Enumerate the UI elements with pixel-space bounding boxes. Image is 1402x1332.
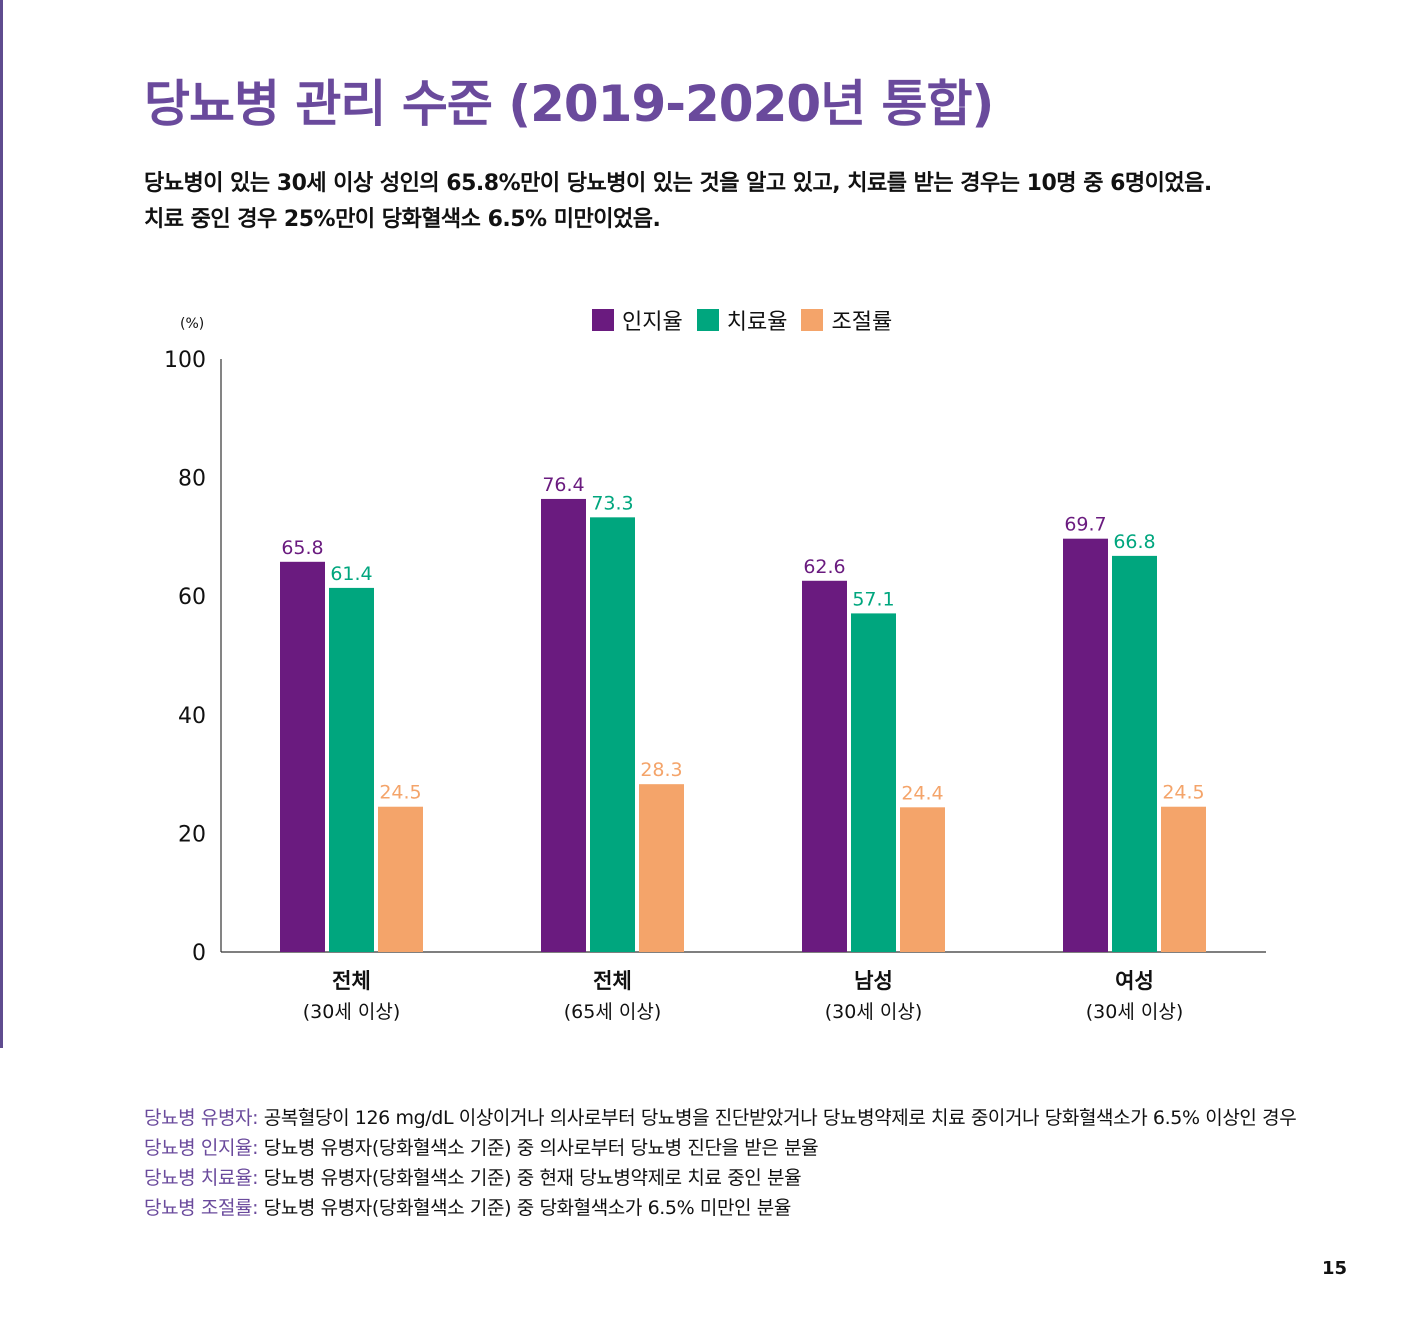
x-category-sublabel: (30세 이상): [1086, 1001, 1183, 1023]
definition-text: 당뇨병 유병자(당화혈색소 기준) 중 당화혈색소가 6.5% 미만인 분율: [258, 1197, 792, 1219]
bar: [1112, 555, 1157, 952]
legend-swatch-treatment: [696, 309, 719, 331]
bar: [280, 561, 325, 952]
definition-control: 당뇨병 조절률: 당뇨병 유병자(당화혈색소 기준) 중 당화혈색소가 6.5%…: [144, 1193, 1296, 1223]
data-label: 69.7: [1064, 514, 1106, 536]
summary-line-1: 당뇨병이 있는 30세 이상 성인의 65.8%만이 당뇨병이 있는 것을 알고…: [144, 171, 1212, 196]
definition-prevalence: 당뇨병 유병자: 공복혈당이 126 mg/dL 이상이거나 의사로부터 당뇨병…: [144, 1103, 1297, 1133]
bar: [541, 498, 586, 952]
legend-swatch-awareness: [592, 309, 614, 331]
x-category-sublabel: (30세 이상): [825, 1001, 922, 1023]
definition-term: 당뇨병 유병자:: [144, 1107, 259, 1129]
definitions: 당뇨병 유병자: 공복혈당이 126 mg/dL 이상이거나 의사로부터 당뇨병…: [144, 1103, 1297, 1223]
data-label: 28.3: [640, 759, 682, 781]
summary-line-2: 치료 중인 경우 25%만이 당화혈색소 6.5% 미만이었음.: [144, 207, 661, 232]
chart-legend: 인지율 치료율 조절률: [592, 304, 892, 336]
definition-term: 당뇨병 조절률:: [144, 1197, 259, 1219]
summary-text: 당뇨병이 있는 30세 이상 성인의 65.8%만이 당뇨병이 있는 것을 알고…: [144, 166, 1212, 238]
left-border-rule: [0, 0, 3, 1048]
definition-term: 당뇨병 인지율:: [144, 1137, 259, 1159]
x-category-sublabel: (30세 이상): [303, 1001, 400, 1023]
bar: [378, 806, 423, 952]
definition-text: 당뇨병 유병자(당화혈색소 기준) 중 의사로부터 당뇨병 진단을 받은 분율: [258, 1137, 819, 1159]
data-label: 62.6: [803, 556, 845, 578]
page-title: 당뇨병 관리 수준 (2019-2020년 통합): [144, 75, 994, 133]
definition-text: 당뇨병 유병자(당화혈색소 기준) 중 현재 당뇨병약제로 치료 중인 분율: [258, 1167, 802, 1189]
definition-awareness: 당뇨병 인지율: 당뇨병 유병자(당화혈색소 기준) 중 의사로부터 당뇨병 진…: [144, 1133, 1296, 1163]
definition-treatment: 당뇨병 치료율: 당뇨병 유병자(당화혈색소 기준) 중 현재 당뇨병약제로 치…: [144, 1163, 1296, 1193]
legend-label-treatment: 치료율: [726, 310, 788, 335]
data-label: 66.8: [1113, 531, 1155, 553]
y-tick-label: 80: [178, 467, 206, 492]
bar: [851, 613, 896, 952]
y-tick-label: 60: [178, 585, 206, 610]
data-label: 65.8: [281, 537, 323, 559]
definition-text: 공복혈당이 126 mg/dL 이상이거나 의사로부터 당뇨병을 진단받았거나 …: [258, 1107, 1297, 1129]
legend-label-awareness: 인지율: [622, 310, 683, 335]
x-category-label: 전체: [593, 969, 632, 993]
bar-chart: 0 20 40 60 80 100 65.8 61.4 24.5 전체 (30세 이상) 76.4 73…: [164, 348, 1266, 1023]
data-label: 24.5: [1162, 782, 1204, 804]
legend-swatch-control: [801, 309, 824, 331]
definition-term: 당뇨병 치료율:: [144, 1167, 259, 1189]
data-label: 73.3: [591, 492, 633, 514]
legend-item-treatment: 치료율: [696, 304, 788, 336]
y-tick-label: 100: [164, 348, 206, 373]
legend-label-control: 조절률: [831, 310, 893, 335]
data-label: 57.1: [852, 588, 894, 610]
y-axis-unit: (%): [180, 316, 205, 332]
data-label: 24.5: [379, 782, 421, 804]
y-tick-label: 0: [192, 941, 206, 966]
data-label: 24.4: [901, 782, 943, 804]
legend-item-control: 조절률: [801, 304, 892, 336]
bar: [1063, 538, 1108, 952]
data-label: 76.4: [542, 474, 584, 496]
bar: [900, 807, 945, 952]
legend-item-awareness: 인지율: [592, 304, 683, 336]
y-tick-label: 20: [178, 822, 206, 847]
data-label: 61.4: [330, 563, 372, 585]
y-tick-label: 40: [178, 704, 206, 729]
x-category-label: 전체: [332, 969, 371, 993]
bar: [1161, 806, 1206, 952]
bar: [639, 784, 684, 952]
x-category-label: 남성: [854, 969, 893, 993]
x-category-label: 여성: [1115, 969, 1154, 993]
page-number: 15: [1322, 1258, 1348, 1279]
bar: [590, 517, 635, 952]
x-category-sublabel: (65세 이상): [564, 1001, 661, 1023]
bar: [802, 580, 847, 952]
bar: [329, 587, 374, 952]
